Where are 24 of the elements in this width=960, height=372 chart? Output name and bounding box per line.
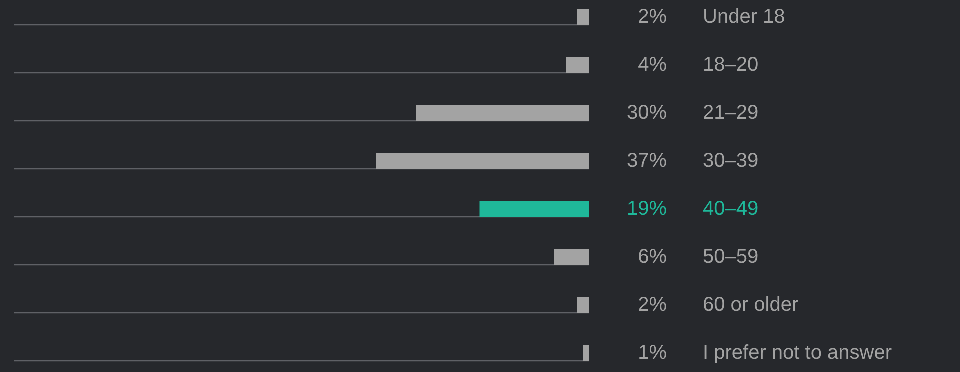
bar xyxy=(480,201,589,217)
bar xyxy=(376,153,589,169)
data-label: 30% xyxy=(626,102,668,124)
y-tick-label: 40–49 xyxy=(703,198,759,220)
data-label: 37% xyxy=(626,150,668,172)
y-tick-label: Under 18 xyxy=(703,6,786,28)
bar xyxy=(554,249,589,265)
y-tick-label: 30–39 xyxy=(703,150,759,172)
bar xyxy=(578,9,589,25)
bar xyxy=(583,345,589,361)
y-tick-label: 21–29 xyxy=(703,102,759,124)
y-tick-label: 60 or older xyxy=(703,294,799,316)
data-label: 6% xyxy=(638,246,668,268)
bar xyxy=(578,297,589,313)
y-tick-label: 50–59 xyxy=(703,246,759,268)
data-label: 19% xyxy=(626,198,668,220)
bar xyxy=(566,57,589,73)
data-label: 2% xyxy=(638,6,668,28)
data-label: 1% xyxy=(638,342,668,364)
bar xyxy=(416,105,589,121)
data-label: 4% xyxy=(638,54,668,76)
data-label: 2% xyxy=(638,294,668,316)
y-tick-label: 18–20 xyxy=(703,54,759,76)
y-tick-label: I prefer not to answer xyxy=(703,342,892,364)
